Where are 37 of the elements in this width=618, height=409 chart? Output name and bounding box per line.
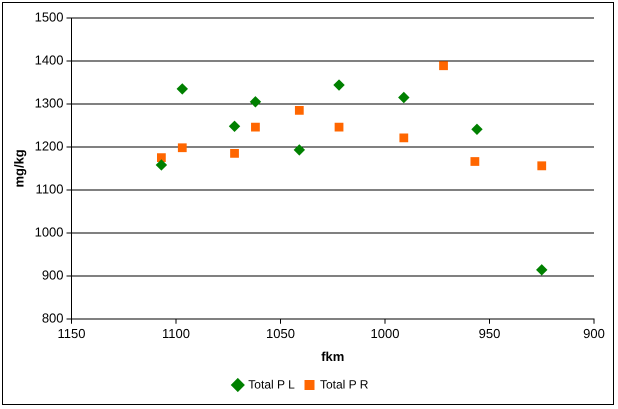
y-axis-title: mg/kg bbox=[11, 149, 26, 188]
legend-label: Total P L bbox=[248, 377, 296, 392]
point bbox=[250, 96, 261, 108]
x-tick-label: 1050 bbox=[266, 326, 295, 342]
point bbox=[334, 80, 345, 91]
point bbox=[251, 122, 260, 132]
x-tick-label: 1150 bbox=[58, 326, 86, 342]
y-tick-label: 900 bbox=[42, 267, 64, 282]
point bbox=[294, 144, 305, 156]
point bbox=[398, 92, 410, 103]
y-tick-label: 1000 bbox=[34, 224, 64, 240]
x-tick-label: 900 bbox=[583, 326, 605, 342]
point bbox=[294, 106, 304, 115]
y-tick-label: 1100 bbox=[36, 181, 64, 196]
x-tick-label: 1000 bbox=[370, 326, 400, 342]
legend-label: Total P R bbox=[320, 377, 369, 392]
point bbox=[157, 153, 166, 162]
y-tick-label: 800 bbox=[42, 310, 64, 326]
x-axis-title: fkm bbox=[321, 348, 344, 364]
y-tick-label: 1500 bbox=[34, 10, 64, 25]
point bbox=[537, 161, 546, 170]
point bbox=[176, 83, 188, 94]
point bbox=[334, 122, 344, 132]
point bbox=[536, 264, 548, 276]
point bbox=[470, 157, 480, 166]
y-tick-label: 1400 bbox=[34, 52, 64, 68]
point bbox=[439, 61, 448, 70]
point bbox=[229, 120, 240, 132]
point bbox=[156, 159, 167, 170]
point bbox=[230, 148, 239, 158]
point bbox=[178, 143, 187, 152]
point bbox=[399, 134, 408, 142]
x-tick-label: 950 bbox=[478, 326, 500, 342]
point bbox=[471, 124, 482, 135]
y-tick-label: 1300 bbox=[34, 96, 64, 111]
y-tick-label: 1200 bbox=[34, 138, 64, 154]
x-tick-label: 1100 bbox=[162, 326, 190, 342]
